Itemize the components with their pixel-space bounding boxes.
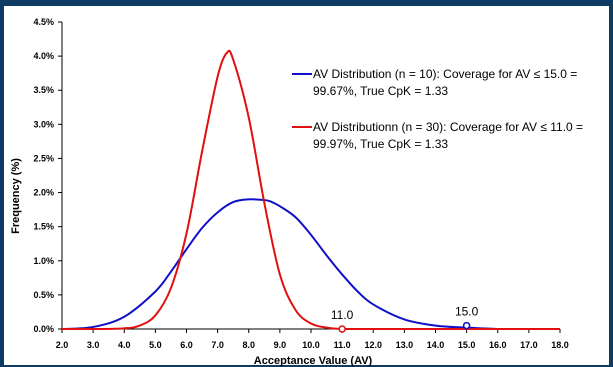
y-ticks: 0.0% 0.5% 1.0% 1.5% 2.0% 2.5% 3.0% 3.5% 4.0% 4.5% [33, 17, 62, 334]
annotations: 11.0 15.0 [331, 305, 479, 333]
series-layer [61, 49, 560, 330]
series-line-2 [62, 49, 560, 330]
y-axis-title: Frequency (%) [10, 158, 22, 234]
x-tick-label: 17.0 [520, 340, 538, 350]
x-tick-label: 15.0 [458, 340, 476, 350]
legend-label-2: 99.97%, True CpK = 1.33 [313, 137, 448, 151]
y-tick-label: 3.0% [33, 119, 54, 129]
x-tick-label: 16.0 [489, 340, 507, 350]
y-tick-label: 1.0% [33, 256, 54, 266]
y-tick-label: 2.0% [33, 188, 54, 198]
y-tick-label: 2.5% [33, 153, 54, 163]
y-tick-label: 0.0% [33, 324, 54, 334]
legend-label-2: AV Distributionn (n = 30): Coverage for … [313, 120, 583, 134]
legend: AV Distribution (n = 10): Coverage for A… [292, 67, 583, 151]
x-tick-label: 9.0 [274, 340, 287, 350]
x-tick-label: 6.0 [180, 340, 193, 350]
x-ticks: 2.0 3.0 4.0 5.0 6.0 7.0 8.0 9.0 10.0 11.0 12.0 13.0… [56, 329, 569, 350]
x-tick-label: 18.0 [551, 340, 569, 350]
y-tick-label: 4.5% [33, 17, 54, 27]
x-tick-label: 2.0 [56, 340, 69, 350]
x-tick-label: 13.0 [396, 340, 414, 350]
series-line-1 [61, 198, 560, 330]
annotation-marker [462, 321, 471, 330]
x-tick-label: 14.0 [427, 340, 445, 350]
x-tick-label: 4.0 [118, 340, 131, 350]
y-tick-label: 1.5% [33, 222, 54, 232]
x-tick-label: 8.0 [242, 340, 255, 350]
top-bar [0, 0, 613, 6]
y-tick-label: 4.0% [33, 51, 54, 61]
x-tick-label: 7.0 [211, 340, 224, 350]
x-axis-title: Acceptance Value (AV) [254, 355, 373, 367]
x-tick-label: 10.0 [302, 340, 320, 350]
legend-label-1: 99.67%, True CpK = 1.33 [313, 84, 448, 98]
annotation-label: 11.0 [331, 308, 354, 322]
x-tick-label: 3.0 [87, 340, 100, 350]
annotation-label: 15.0 [455, 305, 479, 319]
annotation-marker [338, 325, 346, 333]
y-tick-label: 0.5% [33, 290, 54, 300]
x-tick-label: 12.0 [364, 340, 382, 350]
y-tick-label: 3.5% [33, 85, 54, 95]
legend-label-1: AV Distribution (n = 10): Coverage for A… [313, 67, 577, 81]
x-tick-label: 5.0 [149, 340, 162, 350]
x-tick-label: 11.0 [334, 340, 351, 350]
